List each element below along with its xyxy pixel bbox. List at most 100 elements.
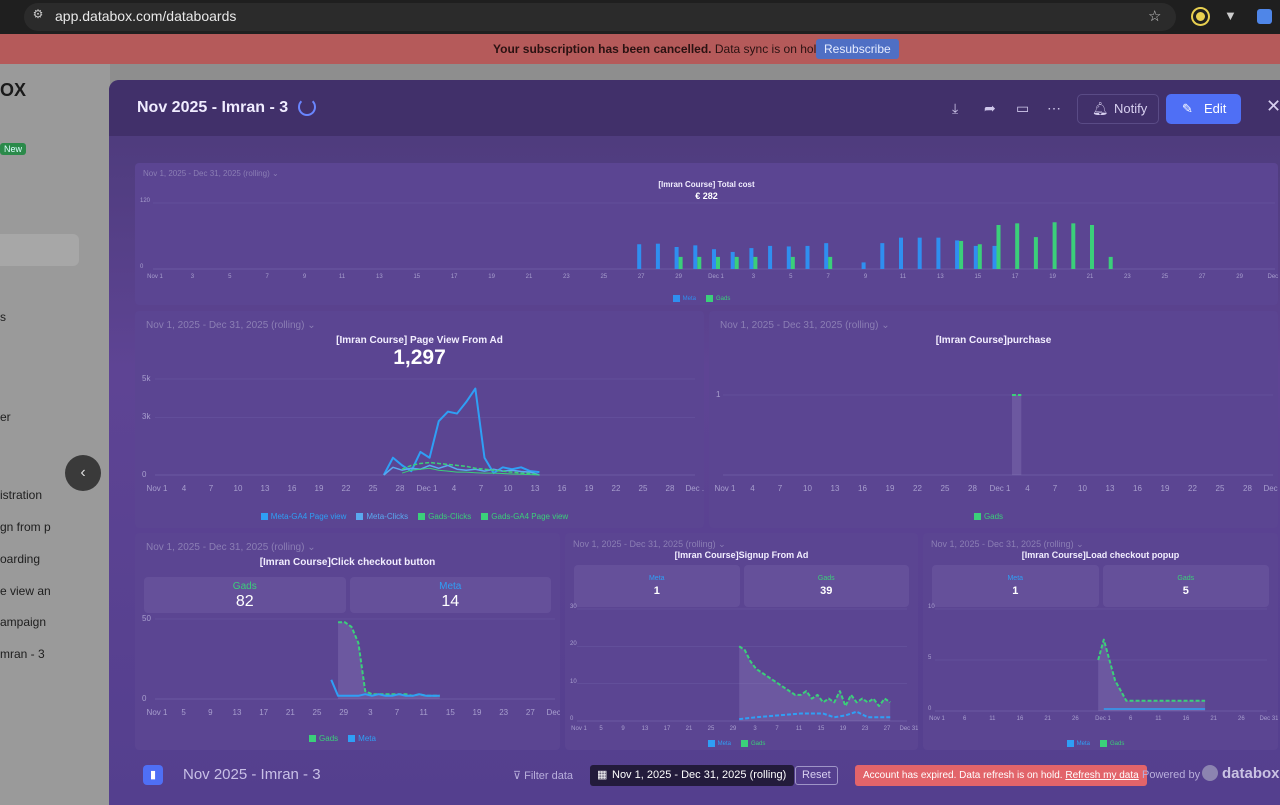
legend-item[interactable]: Gads-GA4 Page view xyxy=(481,512,568,521)
bar-gads[interactable] xyxy=(1033,237,1038,269)
bar-gads[interactable] xyxy=(753,256,758,269)
databox-brand: databox xyxy=(1202,765,1280,782)
series-line[interactable] xyxy=(330,679,440,697)
legend-item[interactable]: Gads-Clicks xyxy=(418,512,471,521)
bar-gads[interactable] xyxy=(1015,223,1020,269)
bar-meta[interactable] xyxy=(749,248,754,269)
legend-item[interactable]: Gads xyxy=(309,734,338,743)
bar-meta[interactable] xyxy=(955,240,960,269)
present-icon[interactable]: ▭ xyxy=(1016,100,1030,116)
site-settings-icon[interactable]: ⚙ xyxy=(32,7,44,21)
bar-meta[interactable] xyxy=(655,243,660,269)
bar-meta[interactable] xyxy=(936,237,941,269)
chart-card-checkout: Nov 1, 2025 - Dec 31, 2025 (rolling) ⌄ [I… xyxy=(135,533,560,750)
bar-gads[interactable] xyxy=(734,256,739,269)
bar-meta[interactable] xyxy=(693,245,698,269)
kpi-gads: Gads 82 xyxy=(144,577,346,613)
extension-icon[interactable] xyxy=(1193,9,1208,24)
legend-item[interactable]: Meta xyxy=(348,734,376,743)
bar-meta[interactable] xyxy=(992,245,997,269)
legend-item[interactable]: Gads xyxy=(1100,740,1124,747)
bar-meta[interactable] xyxy=(674,247,679,269)
bar-gads[interactable] xyxy=(1090,225,1094,269)
x-tick-label: 17 xyxy=(663,726,671,732)
share-icon[interactable]: ➦ xyxy=(984,100,996,116)
notify-button[interactable]: 🔔︎ Notify xyxy=(1077,94,1159,124)
bar-meta[interactable] xyxy=(712,249,716,269)
series-line[interactable] xyxy=(739,710,891,721)
date-range-label[interactable]: Nov 1, 2025 - Dec 31, 2025 (rolling) ⌄ xyxy=(720,320,890,331)
sidebar-selected-row[interactable] xyxy=(0,234,79,266)
date-range-label[interactable]: Nov 1, 2025 - Dec 31, 2025 (rolling) ⌄ xyxy=(931,539,1084,549)
extension-v-icon[interactable]: ▼ xyxy=(1224,8,1237,23)
filter-data-button[interactable]: ⊽ Filter data xyxy=(513,770,574,782)
date-range-label[interactable]: Nov 1, 2025 - Dec 31, 2025 (rolling) ⌄ xyxy=(146,542,316,553)
bar-meta[interactable] xyxy=(805,245,810,269)
bar-meta[interactable] xyxy=(899,237,903,269)
reset-button[interactable]: Reset xyxy=(795,766,838,785)
date-range-label[interactable]: Nov 1, 2025 - Dec 31, 2025 (rolling) ⌄ xyxy=(143,169,279,178)
bar-meta[interactable] xyxy=(917,237,922,269)
bar-gads[interactable] xyxy=(977,244,982,269)
background-sidebar-item[interactable]: e view an xyxy=(0,584,51,598)
url-text[interactable]: app.databox.com/databoards xyxy=(55,8,237,24)
legend-item[interactable]: Meta xyxy=(1066,740,1090,747)
extension-translate-icon[interactable] xyxy=(1257,9,1272,24)
bar-gads[interactable] xyxy=(716,256,720,269)
bar-gads[interactable] xyxy=(1071,223,1076,269)
bar-meta[interactable] xyxy=(880,243,885,269)
chart-title: [Imran Course] Page View From Ad xyxy=(336,335,503,346)
close-icon[interactable]: ✕ xyxy=(1266,96,1280,116)
bar-meta[interactable] xyxy=(861,262,866,269)
series-line[interactable] xyxy=(738,645,891,708)
download-icon[interactable]: ⤓ xyxy=(952,100,959,116)
background-sidebar-item[interactable]: er xyxy=(0,410,11,424)
background-sidebar-item[interactable]: gn from p xyxy=(0,520,51,534)
bar-meta[interactable] xyxy=(786,246,791,269)
x-tick-label: 16 xyxy=(557,484,567,493)
bar-gads[interactable] xyxy=(1052,222,1057,269)
refresh-data-link[interactable]: Refresh my data xyxy=(1065,770,1139,781)
bar-meta[interactable] xyxy=(637,244,642,269)
date-range-label[interactable]: Nov 1, 2025 - Dec 31, 2025 (rolling) ⌄ xyxy=(146,320,316,331)
legend-item[interactable]: Meta-GA4 Page view xyxy=(260,512,346,521)
address-bar[interactable] xyxy=(24,3,1176,31)
legend-item[interactable]: Gads xyxy=(706,295,730,302)
collapse-chevron-button[interactable]: ‹ xyxy=(65,455,101,491)
bar-meta[interactable] xyxy=(730,251,735,269)
legend-item[interactable]: Gads xyxy=(741,740,765,747)
x-tick-label: 4 xyxy=(1025,484,1030,493)
legend-item[interactable]: Meta xyxy=(672,295,696,302)
bar-gads[interactable] xyxy=(697,256,702,269)
bar-gads[interactable] xyxy=(1108,256,1113,269)
bar-gads[interactable] xyxy=(828,256,833,269)
bar-meta[interactable] xyxy=(824,243,829,269)
legend-item[interactable]: Meta-Clicks xyxy=(356,512,408,521)
legend-item[interactable]: Gads xyxy=(973,512,1003,521)
x-tick-label: 3 xyxy=(751,274,756,280)
series-line[interactable] xyxy=(401,467,540,476)
x-tick-label: 17 xyxy=(1011,274,1019,280)
resubscribe-button[interactable]: Resubscribe xyxy=(816,39,899,59)
background-sidebar-item[interactable]: oarding xyxy=(0,552,41,566)
bookmark-star-icon[interactable]: ☆ xyxy=(1148,8,1162,25)
background-sidebar-item[interactable]: ampaign xyxy=(0,615,47,629)
bar-gads[interactable] xyxy=(790,256,795,269)
series-line[interactable] xyxy=(1097,638,1206,702)
legend-item[interactable]: Meta xyxy=(707,740,731,747)
bar-gads[interactable] xyxy=(959,240,964,269)
bar-gads[interactable] xyxy=(678,256,683,269)
background-sidebar-item[interactable]: mran - 3 xyxy=(0,647,45,661)
series-line[interactable] xyxy=(383,464,540,476)
date-range-label[interactable]: Nov 1, 2025 - Dec 31, 2025 (rolling) ⌄ xyxy=(573,539,726,549)
background-sidebar-item[interactable]: istration xyxy=(0,488,43,502)
bar-gads[interactable] xyxy=(996,225,1001,269)
bar-meta[interactable] xyxy=(973,245,978,269)
edit-button[interactable]: ✎ Edit xyxy=(1166,94,1241,124)
more-icon[interactable]: ⋯ xyxy=(1047,100,1061,116)
background-sidebar-item[interactable]: s xyxy=(0,310,6,324)
series-line[interactable] xyxy=(382,387,540,476)
series-line[interactable] xyxy=(401,461,540,476)
date-range-picker[interactable]: ▦ Nov 1, 2025 - Dec 31, 2025 (rolling) xyxy=(590,765,795,786)
bar-meta[interactable] xyxy=(768,245,773,269)
